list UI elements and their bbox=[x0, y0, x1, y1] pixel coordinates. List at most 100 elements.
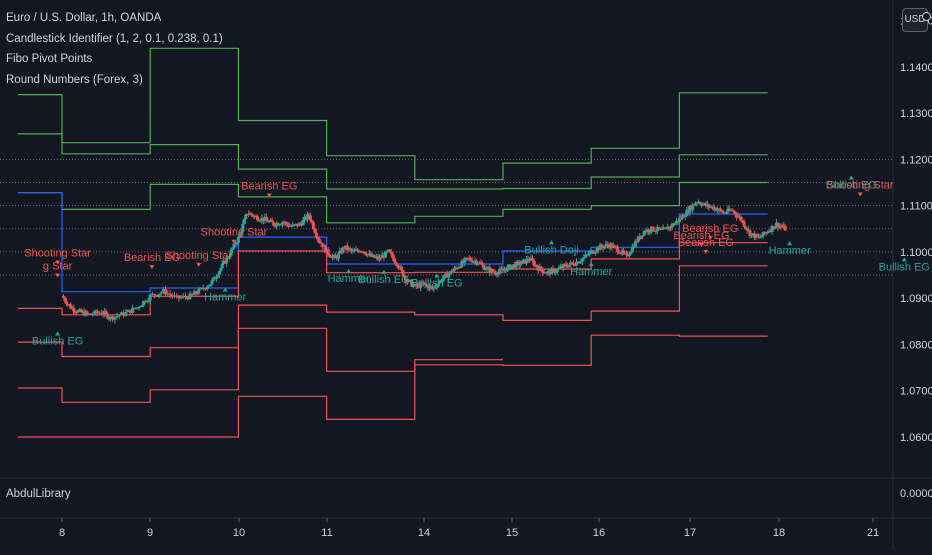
candle-body bbox=[148, 294, 152, 301]
candle-body bbox=[319, 241, 323, 244]
pattern-label-3: Bearish EG bbox=[124, 252, 180, 264]
candle-body bbox=[761, 231, 765, 236]
indicator-fibo-pivot-points[interactable]: Fibo Pivot Points bbox=[6, 53, 93, 65]
candle-body bbox=[85, 311, 89, 314]
candle-body bbox=[232, 243, 236, 249]
candle-body bbox=[336, 253, 340, 259]
candle-body bbox=[617, 252, 621, 254]
candle-body bbox=[63, 297, 67, 302]
pivot-level-s4 bbox=[17, 359, 503, 438]
candle-body bbox=[239, 231, 243, 234]
candle-body bbox=[564, 264, 568, 267]
candle-body bbox=[460, 260, 464, 268]
candle-body bbox=[231, 248, 235, 250]
candle-body bbox=[429, 286, 433, 288]
candle-body bbox=[330, 256, 334, 258]
candle-body bbox=[573, 265, 577, 267]
price-tick-1: 1.14000 bbox=[900, 62, 932, 74]
price-tick-7: 1.08000 bbox=[900, 339, 932, 351]
candle-body bbox=[264, 216, 268, 220]
candle-body bbox=[188, 293, 192, 300]
candle-body bbox=[267, 221, 271, 223]
candle-body bbox=[733, 211, 737, 215]
pattern-arrow-4 bbox=[196, 262, 202, 267]
pattern-arrow-14 bbox=[703, 249, 709, 254]
candle-body bbox=[435, 286, 439, 288]
candle-body bbox=[208, 284, 212, 287]
candle-body bbox=[510, 265, 514, 269]
candle-body bbox=[555, 268, 559, 272]
pattern-arrow-7 bbox=[266, 193, 272, 198]
candle-body bbox=[236, 236, 240, 243]
candle-body bbox=[183, 295, 187, 298]
candle-body bbox=[569, 262, 573, 265]
candle-body bbox=[749, 233, 753, 237]
candle-body bbox=[714, 207, 718, 211]
candle-body bbox=[783, 225, 787, 231]
candle-body bbox=[627, 254, 631, 256]
candle-body bbox=[247, 214, 251, 216]
pattern-label-15: Bearish EG bbox=[682, 223, 738, 235]
candle-body bbox=[492, 272, 496, 274]
candle-body bbox=[567, 264, 571, 268]
candle-body bbox=[483, 269, 487, 271]
candle-body bbox=[311, 222, 315, 229]
candle-body bbox=[517, 261, 521, 266]
candle-body bbox=[707, 204, 711, 208]
candle-body bbox=[79, 309, 83, 313]
candle-body bbox=[419, 282, 423, 288]
candle-body bbox=[760, 235, 764, 237]
candle-body bbox=[611, 245, 615, 248]
candle-body bbox=[391, 253, 395, 258]
candle-body bbox=[451, 270, 455, 273]
pattern-label-7: Bearish EG bbox=[241, 180, 297, 192]
candle-body bbox=[583, 254, 587, 258]
candle-body bbox=[276, 223, 280, 226]
pattern-label-9: Bullish EG bbox=[358, 274, 409, 286]
candle-body bbox=[194, 291, 198, 294]
candle-body bbox=[408, 279, 412, 281]
indicator-candlestick-identifier[interactable]: Candlestick Identifier (1, 2, 0.1, 0.238… bbox=[6, 32, 223, 45]
candle-body bbox=[592, 252, 596, 254]
candle-body bbox=[203, 288, 207, 290]
candle-body bbox=[570, 262, 574, 264]
pattern-label-11: Bullish Doji bbox=[524, 244, 578, 256]
candle-body bbox=[647, 229, 651, 233]
pattern-label-16: Hammer bbox=[769, 245, 812, 257]
candle-body bbox=[636, 236, 640, 243]
candle-body bbox=[475, 260, 479, 264]
candle-body bbox=[755, 234, 759, 237]
candle-body bbox=[680, 215, 684, 219]
pattern-arrow-13 bbox=[698, 242, 704, 247]
candle-body bbox=[242, 219, 246, 224]
currency-badge[interactable]: USD bbox=[902, 8, 931, 32]
candle-body bbox=[514, 261, 518, 268]
candle-body bbox=[458, 267, 462, 269]
candle-body bbox=[225, 257, 229, 264]
candle-body bbox=[363, 251, 367, 254]
pattern-arrow-1 bbox=[55, 273, 61, 278]
candle-body bbox=[404, 277, 408, 283]
candle-body bbox=[97, 312, 101, 314]
indicator-round-numbers[interactable]: Round Numbers (Forex, 3) bbox=[6, 73, 143, 86]
candle-body bbox=[155, 295, 159, 297]
candle-body bbox=[142, 300, 146, 306]
candle-body bbox=[229, 249, 233, 257]
pattern-arrow-2 bbox=[55, 331, 61, 336]
candle-body bbox=[135, 307, 139, 309]
candle-body bbox=[244, 214, 248, 220]
candle-body bbox=[482, 265, 486, 270]
candle-body bbox=[61, 295, 65, 298]
sub-pane-label[interactable]: AbdulLibrary bbox=[6, 488, 71, 500]
candle-body bbox=[89, 313, 93, 315]
pattern-arrow-6 bbox=[222, 287, 228, 292]
candle-body bbox=[383, 251, 387, 258]
symbol-title[interactable]: Euro / U.S. Dollar, 1h, OANDA bbox=[6, 12, 162, 24]
candle-body bbox=[494, 273, 498, 275]
candle-body bbox=[667, 226, 671, 230]
time-tick-3: 11 bbox=[321, 527, 332, 539]
candle-body bbox=[153, 293, 157, 296]
candle-body bbox=[297, 223, 301, 227]
